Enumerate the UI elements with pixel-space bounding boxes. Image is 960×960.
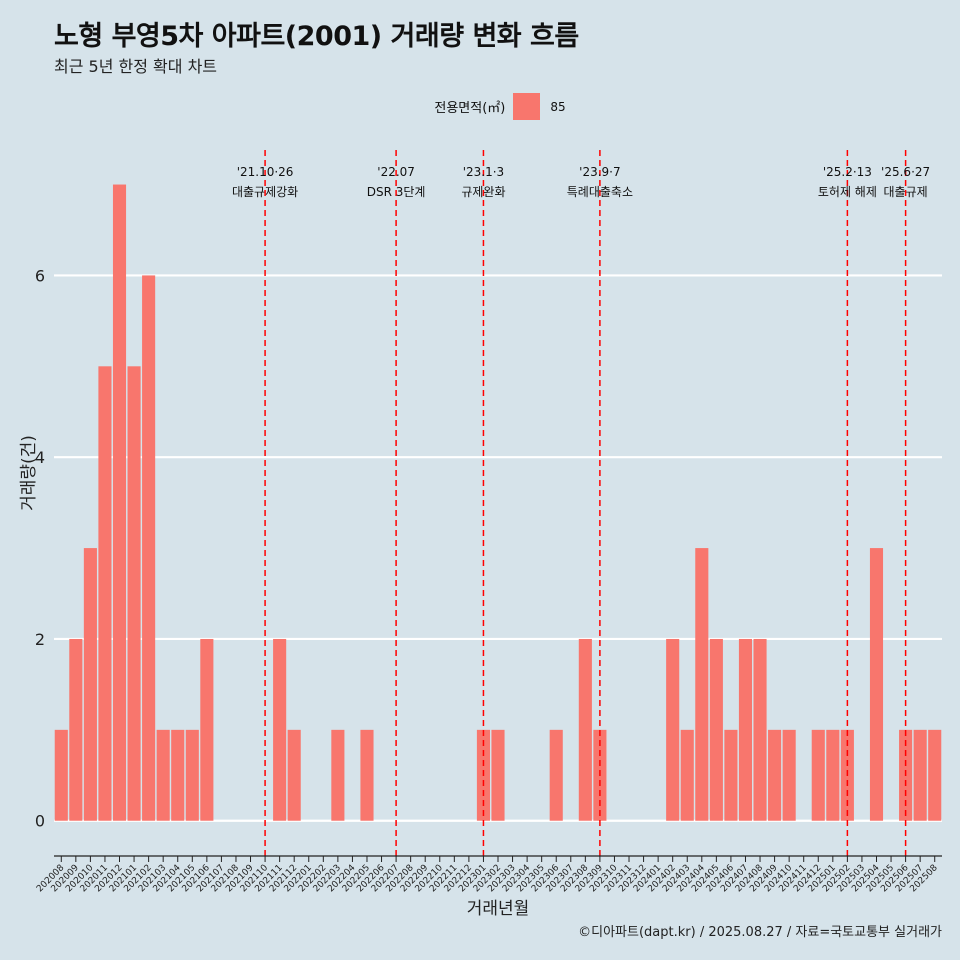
y-axis-title: 거래량(건) xyxy=(19,435,39,511)
bar xyxy=(768,729,782,821)
bar xyxy=(695,548,709,821)
bar xyxy=(142,275,156,821)
bar xyxy=(913,729,927,821)
bar xyxy=(200,638,214,821)
bar xyxy=(826,729,840,821)
bar xyxy=(127,366,141,821)
chart-title: 노형 부영5차 아파트(2001) 거래량 변화 흐름 xyxy=(54,21,579,52)
event-label: 토허제 해제 xyxy=(818,185,877,199)
event-date-label: '25.2·13 xyxy=(823,165,872,179)
event-date-label: '23.9·7 xyxy=(579,165,620,179)
event-label: 대출규제 xyxy=(884,185,928,199)
y-tick-label: 6 xyxy=(35,266,45,285)
bar xyxy=(98,366,112,821)
bar xyxy=(578,638,592,821)
bar xyxy=(709,638,723,821)
bar xyxy=(360,729,374,821)
bar xyxy=(171,729,185,821)
bar xyxy=(753,638,767,821)
bar xyxy=(869,548,884,821)
x-axis-title: 거래년월 xyxy=(467,899,530,919)
legend: 전용면적(㎡) 85 xyxy=(0,93,960,120)
bar xyxy=(549,729,563,821)
bar xyxy=(680,729,694,821)
bar xyxy=(724,729,738,821)
bar xyxy=(185,729,199,821)
event-date-label: '22.07 xyxy=(377,165,415,179)
bar xyxy=(112,184,127,821)
bar xyxy=(331,729,345,821)
event-line-layer: '21.10·26 대출규제강화 '22.07 DSR 3단계 '23.1·3 규제완화 '… xyxy=(232,150,930,856)
axis-layer: 0246202008202009202010202011202012202101… xyxy=(35,266,942,894)
bar xyxy=(491,729,505,821)
bar xyxy=(156,729,170,821)
legend-color-key xyxy=(513,93,541,120)
bar xyxy=(782,729,796,821)
bar xyxy=(738,638,753,821)
legend-label: 85 xyxy=(550,99,566,114)
event-label: 특례대출축소 xyxy=(567,185,633,199)
bar-layer xyxy=(54,184,942,821)
chart-subtitle: 최근 5년 한정 확대 차트 xyxy=(54,57,218,76)
event-date-label: '23.1·3 xyxy=(463,165,504,179)
source-caption: ©디아파트(dapt.kr) / 2025.08.27 / 자료=국토교통부 실… xyxy=(578,925,942,940)
event-date-label: '21.10·26 xyxy=(237,165,294,179)
bar xyxy=(666,638,680,821)
bar xyxy=(54,729,68,821)
event-label: DSR 3단계 xyxy=(367,185,426,199)
y-tick-label: 2 xyxy=(35,630,45,649)
event-label: 규제완화 xyxy=(461,185,505,199)
y-tick-label: 4 xyxy=(35,448,45,467)
bar xyxy=(811,729,825,821)
bar xyxy=(69,638,83,821)
legend-title: 전용면적(㎡) xyxy=(434,101,506,116)
bar xyxy=(928,729,942,821)
y-tick-label: 0 xyxy=(35,812,45,831)
bar xyxy=(287,729,301,821)
bar xyxy=(83,548,97,821)
bar xyxy=(273,638,287,821)
event-label: 대출규제강화 xyxy=(232,185,298,199)
event-date-label: '25.6·27 xyxy=(881,165,930,179)
